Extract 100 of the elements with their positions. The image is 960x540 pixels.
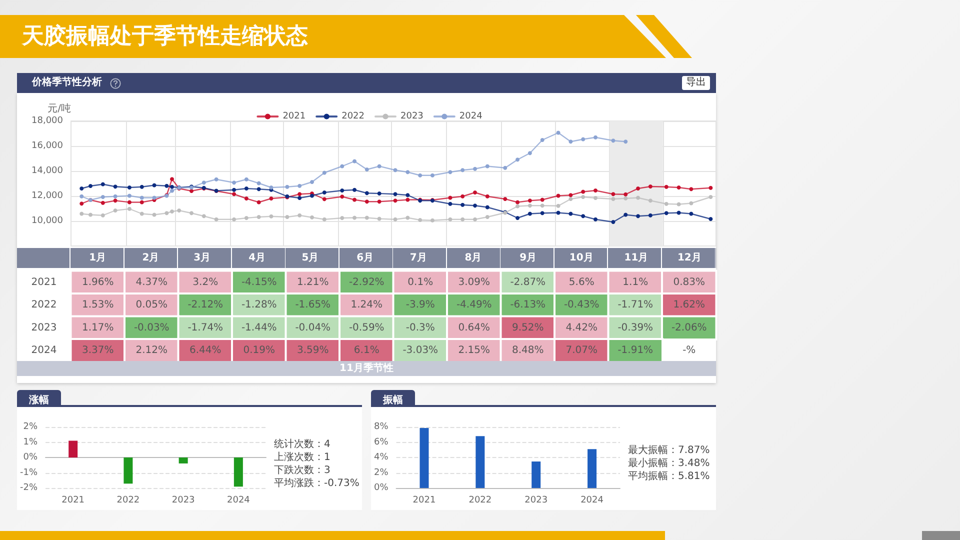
point (460, 202, 465, 207)
data-label: -0.59% (348, 322, 384, 334)
point (528, 212, 532, 216)
x-tick-label: 2月 (142, 252, 160, 264)
data-label: -0.3% (406, 322, 435, 334)
point (298, 192, 302, 196)
point (460, 217, 465, 222)
data-label: 1.96% (82, 276, 114, 288)
data-label: 3.37% (82, 345, 114, 356)
point (393, 198, 398, 203)
data-label: -2.92% (348, 276, 384, 288)
point (310, 215, 314, 220)
point (556, 130, 560, 135)
point (568, 193, 573, 198)
point (352, 216, 357, 220)
point (177, 208, 182, 212)
y-tick-label: 2023 (31, 322, 57, 334)
data-label: 3.2% (192, 276, 218, 288)
point (676, 202, 681, 206)
point (485, 215, 490, 219)
point (322, 197, 326, 202)
point (528, 204, 532, 208)
data-label: 2.12% (136, 345, 168, 356)
x-tick-label: 7月 (410, 252, 427, 264)
point (352, 159, 357, 164)
point (80, 194, 84, 198)
data-label: -3.03% (402, 345, 438, 356)
x-tick-label: 2023 (524, 496, 548, 506)
point (594, 135, 598, 140)
y-tick-label: 2% (374, 468, 389, 478)
point (473, 190, 478, 194)
y-tick-label: 2021 (31, 276, 57, 288)
caption-strip: 11月季节性 (17, 361, 716, 376)
point (636, 186, 640, 190)
text: -% (682, 345, 696, 356)
data-label: 4.37% (136, 276, 168, 288)
point (540, 198, 544, 202)
point (214, 177, 218, 182)
data-label: 2.15% (458, 345, 490, 356)
x-tick-label: 9月 (520, 252, 537, 264)
point (269, 214, 274, 218)
data-label: 4.42% (566, 322, 598, 334)
point (256, 215, 261, 219)
text: 统计次数：4 (274, 438, 330, 450)
x-tick-label: 4月 (248, 252, 266, 264)
data-label: -3.9% (406, 300, 435, 311)
point (448, 217, 452, 222)
point (540, 211, 544, 216)
point (322, 217, 326, 222)
y-tick-label: 18,000 (32, 116, 64, 126)
point (322, 190, 326, 194)
y-tick-label: 12,000 (32, 191, 64, 201)
point (310, 194, 314, 198)
data-label: 0.05% (136, 300, 168, 311)
bar (532, 461, 541, 488)
point (556, 210, 560, 215)
point (611, 192, 616, 196)
point (485, 205, 490, 210)
point (202, 180, 206, 185)
point (418, 173, 422, 178)
point (581, 137, 586, 142)
point (190, 189, 194, 193)
y-tick-label: 1% (23, 437, 38, 448)
y-tick-label: 4% (374, 452, 389, 462)
point (448, 196, 452, 200)
data-label: -2.12% (188, 300, 224, 311)
point (406, 198, 410, 202)
point (485, 164, 490, 168)
point (152, 196, 156, 200)
point (164, 211, 169, 216)
data-label: 1.21% (296, 276, 329, 288)
point (624, 140, 628, 144)
tab: 振幅 (371, 390, 415, 406)
data-label: 6.1% (354, 345, 380, 356)
point (581, 195, 586, 199)
point (516, 200, 520, 204)
point (448, 202, 452, 206)
point (594, 217, 598, 222)
point (377, 164, 382, 168)
point (244, 196, 248, 200)
point (127, 194, 132, 198)
legend-label: 2022 (342, 112, 364, 122)
data-label: 1.53% (82, 300, 114, 311)
point (624, 192, 628, 196)
data-label: 1.1% (622, 276, 648, 288)
point (364, 168, 369, 172)
point (664, 211, 668, 216)
data-label: -4.49% (456, 300, 492, 311)
point (689, 187, 694, 192)
data-label: 0.64% (458, 322, 490, 334)
point (232, 188, 236, 192)
x-tick-label: 6月 (356, 252, 374, 264)
text: 最小振幅：3.48% (628, 457, 710, 470)
point (393, 168, 398, 172)
x-tick-label: 2022 (116, 496, 140, 506)
point (113, 208, 118, 212)
point (100, 195, 105, 199)
data-label: 1.24% (350, 300, 383, 311)
point (285, 184, 290, 189)
point (232, 180, 236, 185)
